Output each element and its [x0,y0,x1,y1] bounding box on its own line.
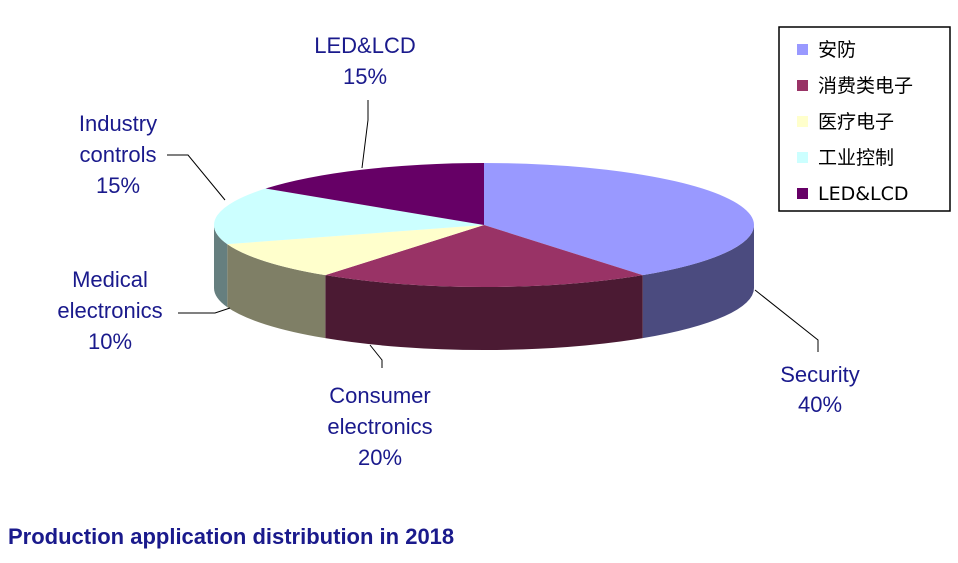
leader-line-1 [369,344,383,368]
pie-side-0 [642,225,754,339]
slice-label-2: electronics [57,298,162,323]
slice-label-1: Consumer [329,383,430,408]
pie-side-3 [214,225,228,308]
slice-percent-4: 15% [343,64,387,89]
slice-percent-1: 20% [358,445,402,470]
chart-title: Production application distribution in 2… [8,524,455,549]
pie-slice-1 [325,225,643,287]
slice-label-2: Medical [72,267,148,292]
legend-swatch-2 [797,116,808,127]
leader-line-2 [178,307,231,314]
legend-label-4: LED&LCD [818,183,909,205]
slice-labels: Security 40% Consumer electronics 20% Medical… [57,33,859,470]
legend-swatch-4 [797,188,808,199]
pie-side-2 [227,244,326,339]
legend-swatch-1 [797,80,808,91]
slice-percent-2: 10% [88,329,132,354]
pie-slice-0 [484,163,755,276]
legend-swatch-3 [797,152,808,163]
pie-sides [214,225,754,351]
leader-line-3 [167,154,226,201]
legend-label-1: 消费类电子 [818,75,913,97]
legend-swatch-0 [797,44,808,55]
slice-label-3: Industry [79,111,157,136]
legend-label-2: 医疗电子 [818,111,894,133]
pie-side-1 [325,275,643,351]
legend-label-0: 安防 [818,39,856,61]
slice-label-4: LED&LCD [314,33,415,58]
leader-lines [167,100,819,368]
pie-tops [213,163,755,287]
slice-percent-3: 15% [96,173,140,198]
pie-slice-4 [265,163,484,225]
slice-label-0: Security [780,362,859,387]
legend-label-3: 工业控制 [818,147,894,169]
pie-slice-2 [227,225,485,276]
pie-slice-3 [213,188,484,245]
leader-line-0 [754,289,819,352]
slice-label-1: electronics [327,414,432,439]
slice-label-3: controls [79,142,156,167]
slice-percent-0: 40% [798,392,842,417]
leader-line-4 [361,100,369,169]
